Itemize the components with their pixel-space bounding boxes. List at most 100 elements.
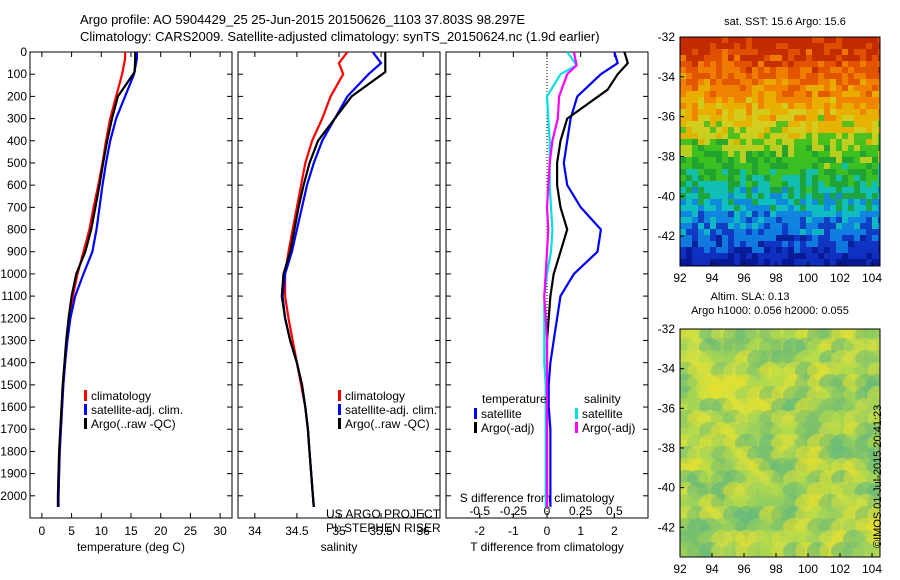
sst-cell: [854, 97, 860, 103]
sst-cell: [860, 103, 866, 109]
sst-cell: [866, 109, 872, 115]
sst-cell: [776, 211, 782, 217]
sst-cell: [686, 55, 692, 61]
sst-cell: [794, 127, 800, 133]
sst-cell: [698, 205, 704, 211]
sst-cell: [782, 55, 788, 61]
sst-cell: [872, 235, 878, 241]
sst-cell: [746, 169, 752, 175]
sst-cell: [848, 145, 854, 151]
map-y-tick-label: -38: [658, 149, 676, 163]
sst-cell: [800, 73, 806, 79]
sst-cell: [812, 169, 818, 175]
sst-cell: [872, 247, 878, 253]
sst-cell: [878, 163, 880, 169]
sst-cell: [746, 193, 752, 199]
sst-cell: [722, 55, 728, 61]
sst-cell: [692, 157, 698, 163]
x-tick-label: 36: [416, 524, 430, 538]
project-label: US ARGO PROJECT: [326, 507, 441, 521]
sst-cell: [788, 175, 794, 181]
sst-cell: [686, 127, 692, 133]
sst-cell: [824, 127, 830, 133]
sst-cell: [734, 205, 740, 211]
legend-swatch: [338, 418, 341, 429]
sst-cell: [794, 253, 800, 259]
sst-cell: [734, 55, 740, 61]
sst-cell: [770, 151, 776, 157]
sst-cell: [722, 97, 728, 103]
sst-cell: [830, 193, 836, 199]
legend-swatch: [575, 422, 578, 433]
sst-cell: [686, 145, 692, 151]
sst-cell: [812, 67, 818, 73]
sst-cell: [794, 193, 800, 199]
sst-cell: [806, 163, 812, 169]
sst-cell: [830, 103, 836, 109]
series-line-argo-adj-: [543, 51, 578, 507]
sst-cell: [872, 187, 878, 193]
sst-cell: [764, 241, 770, 247]
sst-cell: [734, 151, 740, 157]
sst-cell: [734, 91, 740, 97]
sst-cell: [698, 229, 704, 235]
sst-cell: [752, 103, 758, 109]
sst-cell: [788, 223, 794, 229]
sst-cell: [854, 145, 860, 151]
sst-cell: [842, 61, 848, 67]
sst-cell: [746, 67, 752, 73]
profile-panel-1: 0100200300400500600700800900100011001200…: [0, 45, 233, 554]
sst-cell: [776, 259, 782, 265]
sst-cell: [860, 85, 866, 91]
sst-cell: [764, 175, 770, 181]
map-x-tick-label: 94: [705, 271, 719, 285]
sst-cell: [764, 169, 770, 175]
sst-cell: [788, 205, 794, 211]
sst-cell: [686, 199, 692, 205]
sst-cell: [698, 55, 704, 61]
sst-cell: [860, 43, 866, 49]
sst-cell: [704, 133, 710, 139]
sst-cell: [716, 151, 722, 157]
sst-cell: [704, 49, 710, 55]
sst-cell: [812, 127, 818, 133]
sst-cell: [716, 127, 722, 133]
sst-cell: [788, 187, 794, 193]
sst-cell: [782, 205, 788, 211]
sst-cell: [734, 163, 740, 169]
sst-cell: [788, 79, 794, 85]
sst-cell: [710, 43, 716, 49]
sst-cell: [770, 109, 776, 115]
sst-cell: [716, 61, 722, 67]
sst-cell: [692, 127, 698, 133]
sst-cell: [716, 169, 722, 175]
sst-cell: [836, 97, 842, 103]
sst-cell: [878, 175, 880, 181]
sst-cell: [824, 247, 830, 253]
sst-cell: [830, 127, 836, 133]
sst-cell: [830, 145, 836, 151]
sst-cell: [692, 259, 698, 265]
sst-cell: [770, 139, 776, 145]
sst-cell: [770, 115, 776, 121]
sst-cell: [716, 103, 722, 109]
sst-cell: [824, 37, 830, 43]
sst-cell: [710, 253, 716, 259]
x-axis-label: salinity: [321, 540, 358, 554]
sst-cell: [872, 217, 878, 223]
sst-cell: [686, 259, 692, 265]
sst-cell: [752, 229, 758, 235]
sst-cell: [728, 169, 734, 175]
sst-cell: [842, 211, 848, 217]
sst-cell: [776, 55, 782, 61]
sst-cell: [794, 109, 800, 115]
sst-cell: [770, 163, 776, 169]
sst-cell: [860, 91, 866, 97]
sst-cell: [824, 121, 830, 127]
sst-cell: [734, 97, 740, 103]
sst-cell: [692, 43, 698, 49]
sst-cell: [872, 133, 878, 139]
sst-cell: [740, 67, 746, 73]
sst-cell: [824, 85, 830, 91]
sst-cell: [782, 193, 788, 199]
